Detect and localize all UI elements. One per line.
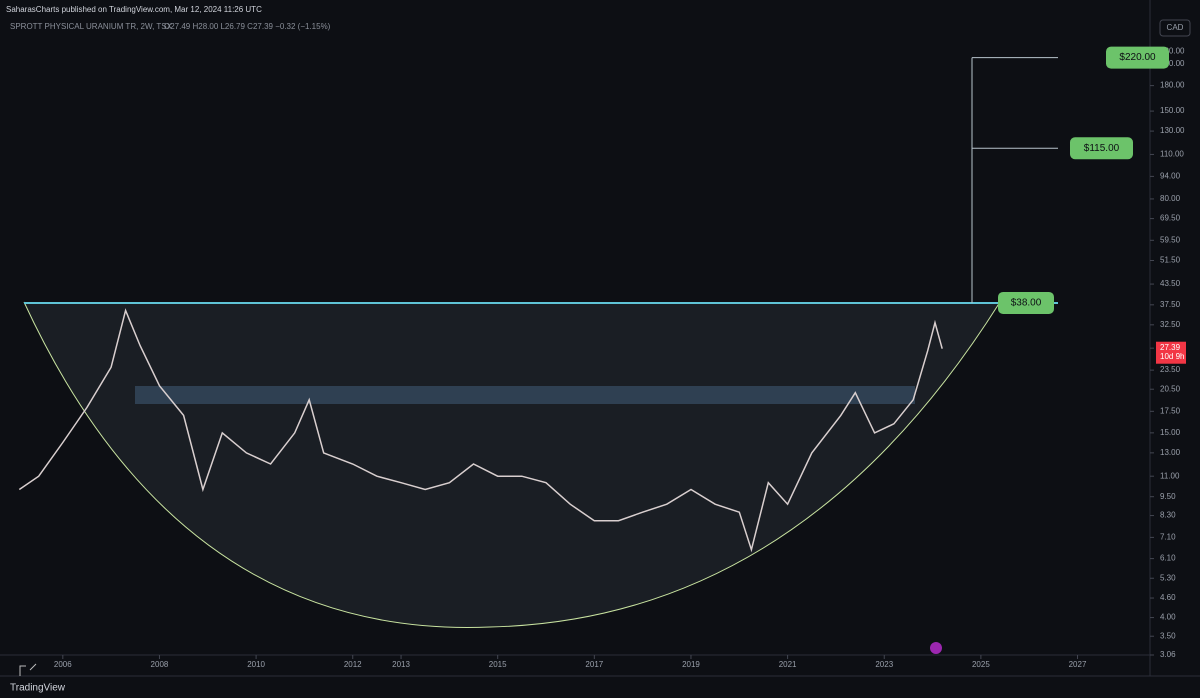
y-tick-label: 11.00 bbox=[1160, 471, 1180, 480]
y-tick-label: 5.30 bbox=[1160, 573, 1176, 582]
y-tick-label: 51.50 bbox=[1160, 256, 1181, 265]
handle-zone bbox=[135, 386, 915, 404]
y-tick-label: 180.00 bbox=[1160, 81, 1185, 90]
y-tick-label: 3.50 bbox=[1160, 631, 1176, 640]
y-tick-label: 32.50 bbox=[1160, 320, 1181, 329]
x-tick-label: 2008 bbox=[151, 660, 169, 669]
y-tick-label: 7.10 bbox=[1160, 532, 1176, 541]
draw-icon[interactable] bbox=[19, 663, 37, 676]
last-price: 27.39 bbox=[1160, 343, 1181, 352]
x-tick-label: 2010 bbox=[247, 660, 265, 669]
y-tick-label: 130.00 bbox=[1160, 126, 1185, 135]
currency-box[interactable] bbox=[1159, 19, 1191, 37]
y-tick-label: 8.30 bbox=[1160, 511, 1176, 520]
y-tick-label: 15.00 bbox=[1160, 428, 1181, 437]
x-tick-label: 2017 bbox=[585, 660, 603, 669]
x-tick-label: 2021 bbox=[779, 660, 797, 669]
x-tick-label: 2013 bbox=[392, 660, 410, 669]
ohlc: O27.49 H28.00 L26.79 C27.39 −0.32 (−1.15… bbox=[164, 22, 331, 31]
y-tick-label: 94.00 bbox=[1160, 172, 1181, 181]
symbol: SPROTT PHYSICAL URANIUM TR, 2W, TSX bbox=[10, 22, 173, 31]
y-tick-label: 59.50 bbox=[1160, 235, 1181, 244]
target-label: $38.00 bbox=[1011, 298, 1042, 309]
y-tick-label: 4.00 bbox=[1160, 613, 1176, 622]
countdown: 10d 9h bbox=[1160, 352, 1184, 361]
y-tick-label: 4.60 bbox=[1160, 593, 1176, 602]
y-tick-label: 6.10 bbox=[1160, 554, 1176, 563]
y-tick-label: 150.00 bbox=[1160, 106, 1185, 115]
x-tick-label: 2012 bbox=[344, 660, 362, 669]
y-tick-label: 43.50 bbox=[1160, 279, 1181, 288]
target-label: $220.00 bbox=[1119, 52, 1156, 63]
publisher: SaharasCharts published on TradingView.c… bbox=[6, 5, 262, 14]
last-price-tag bbox=[1156, 341, 1186, 364]
cup-drawing bbox=[23, 301, 1001, 628]
y-tick-label: 69.50 bbox=[1160, 214, 1181, 223]
x-tick-label: 2006 bbox=[54, 660, 72, 669]
x-tick-label: 2027 bbox=[1069, 660, 1087, 669]
x-tick-label: 2025 bbox=[972, 660, 990, 669]
target-badge bbox=[998, 291, 1054, 314]
y-tick-label: 80.00 bbox=[1160, 194, 1181, 203]
x-tick-label: 2019 bbox=[682, 660, 700, 669]
target-badge bbox=[1070, 137, 1133, 160]
target-label: $115.00 bbox=[1084, 143, 1120, 154]
currency[interactable]: CAD bbox=[1167, 23, 1184, 32]
event-icon[interactable] bbox=[930, 642, 942, 654]
y-tick-label: 110.00 bbox=[1160, 150, 1184, 159]
y-tick-label: 13.00 bbox=[1160, 448, 1181, 457]
footer-logo: TradingView bbox=[10, 683, 66, 694]
x-tick-label: 2015 bbox=[489, 660, 507, 669]
y-tick-label: 37.50 bbox=[1160, 300, 1181, 309]
price-line bbox=[18, 308, 943, 553]
y-tick-label: 9.50 bbox=[1160, 492, 1176, 501]
x-tick-label: 2023 bbox=[875, 660, 893, 669]
y-tick-label: 17.50 bbox=[1160, 406, 1181, 415]
y-tick-label: 23.50 bbox=[1160, 365, 1181, 374]
y-tick-label: 20.50 bbox=[1160, 384, 1181, 393]
y-tick-label: 230.00 bbox=[1160, 46, 1185, 55]
target-badge bbox=[1106, 46, 1169, 69]
y-tick-label: 3.06 bbox=[1160, 650, 1176, 659]
y-tick-label: 210.00 bbox=[1160, 59, 1185, 68]
